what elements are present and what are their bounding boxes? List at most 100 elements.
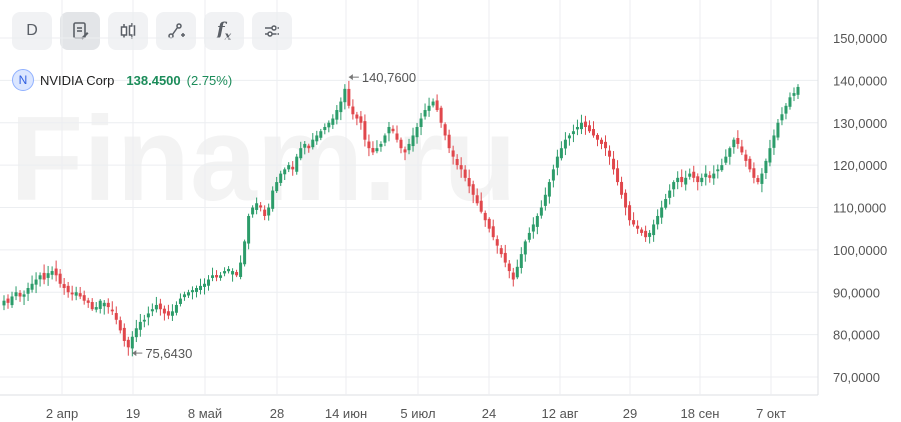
candle-body — [467, 178, 471, 187]
x-tick-label: 29 — [623, 406, 637, 421]
candle-body — [688, 173, 692, 177]
candle-body — [146, 313, 150, 318]
candle-body — [142, 319, 146, 322]
candle-body — [539, 207, 543, 216]
candle-body — [712, 173, 716, 179]
candle-body — [42, 272, 46, 280]
x-tick-label: 8 май — [188, 406, 222, 421]
y-tick-label: 150,0000 — [833, 31, 887, 46]
candle-body — [563, 139, 567, 149]
candle-body — [102, 302, 106, 307]
x-tick-label: 2 апр — [46, 406, 78, 421]
candle-body — [772, 135, 776, 148]
grid — [0, 0, 819, 396]
candle-body — [744, 154, 748, 161]
candle-body — [515, 266, 519, 278]
candles-button[interactable] — [108, 12, 148, 50]
candle-body — [70, 292, 74, 295]
candle-body — [10, 296, 14, 306]
candle-body — [251, 207, 255, 215]
candle-body — [110, 309, 114, 312]
candle-body — [166, 311, 170, 316]
candle-body — [571, 131, 575, 135]
indicators-button[interactable]: fx — [204, 12, 244, 50]
candle-body — [427, 105, 431, 111]
candle-body — [399, 139, 403, 149]
candle-body — [595, 134, 599, 140]
candle-body — [403, 149, 407, 153]
candle-body — [198, 285, 202, 290]
candle-body — [455, 159, 459, 166]
candle-body — [567, 135, 571, 139]
candle-body — [411, 135, 415, 147]
candle-body — [335, 110, 339, 120]
candle-body — [126, 339, 130, 348]
candle-body — [255, 203, 259, 210]
candle-body — [640, 229, 644, 233]
candle-body — [471, 184, 475, 195]
instrument-name[interactable]: NVIDIA Corp — [40, 72, 115, 88]
candle-body — [620, 181, 624, 195]
candle-body — [94, 307, 98, 310]
candle-body — [194, 288, 198, 292]
candle-body — [660, 207, 664, 218]
candle-body — [796, 86, 800, 95]
candle-body — [792, 93, 796, 96]
candle-body — [58, 273, 62, 284]
candle-body — [307, 145, 311, 149]
candle-body — [170, 311, 174, 316]
candle-body — [736, 138, 740, 144]
period-button[interactable]: D — [12, 12, 52, 50]
candle-body — [287, 165, 291, 170]
y-tick-label: 130,0000 — [833, 116, 887, 131]
x-tick-label: 24 — [482, 406, 496, 421]
x-tick-label: 5 июл — [400, 406, 435, 421]
candle-body — [523, 241, 527, 255]
candles — [2, 80, 800, 357]
candle-body — [6, 298, 10, 303]
fx-icon: fx — [217, 19, 231, 43]
candle-body — [78, 293, 82, 297]
annotation-arrowhead — [348, 74, 353, 81]
candle-body — [499, 248, 503, 255]
candle-body — [756, 178, 760, 183]
candle-body — [106, 302, 110, 308]
candle-body — [680, 176, 684, 183]
candle-body — [439, 107, 443, 123]
y-tick-label: 90,0000 — [833, 285, 880, 300]
candle-body — [527, 232, 531, 240]
last-price: 138.4500 — [126, 72, 181, 88]
candle-body — [178, 298, 182, 304]
candle-body — [355, 114, 359, 119]
annotation-arrowhead — [132, 350, 137, 357]
candle-body — [495, 239, 499, 246]
candle-body — [487, 218, 491, 229]
candle-body — [684, 177, 688, 185]
candle-body — [34, 279, 38, 285]
y-tick-label: 140,0000 — [833, 73, 887, 88]
candle-body — [447, 134, 451, 149]
candle-body — [636, 225, 640, 229]
candle-body — [347, 88, 351, 106]
candle-body — [363, 121, 367, 140]
draw-button[interactable] — [156, 12, 196, 50]
candle-body — [367, 141, 371, 149]
notes-button[interactable] — [60, 12, 100, 50]
candle-body — [118, 320, 122, 331]
candle-body — [359, 116, 363, 123]
candle-body — [720, 165, 724, 171]
candle-body — [435, 100, 439, 111]
candle-body — [648, 232, 652, 237]
candle-body — [211, 275, 215, 278]
candle-body — [66, 285, 70, 293]
annotation-label: 140,7600 — [362, 70, 416, 85]
candle-body — [587, 125, 591, 132]
candle-body — [138, 321, 142, 330]
candle-body — [311, 139, 315, 148]
candle-body — [134, 328, 138, 338]
candle-body — [559, 148, 563, 159]
candle-body — [154, 304, 158, 310]
candle-body — [263, 209, 267, 216]
settings-button[interactable] — [252, 12, 292, 50]
